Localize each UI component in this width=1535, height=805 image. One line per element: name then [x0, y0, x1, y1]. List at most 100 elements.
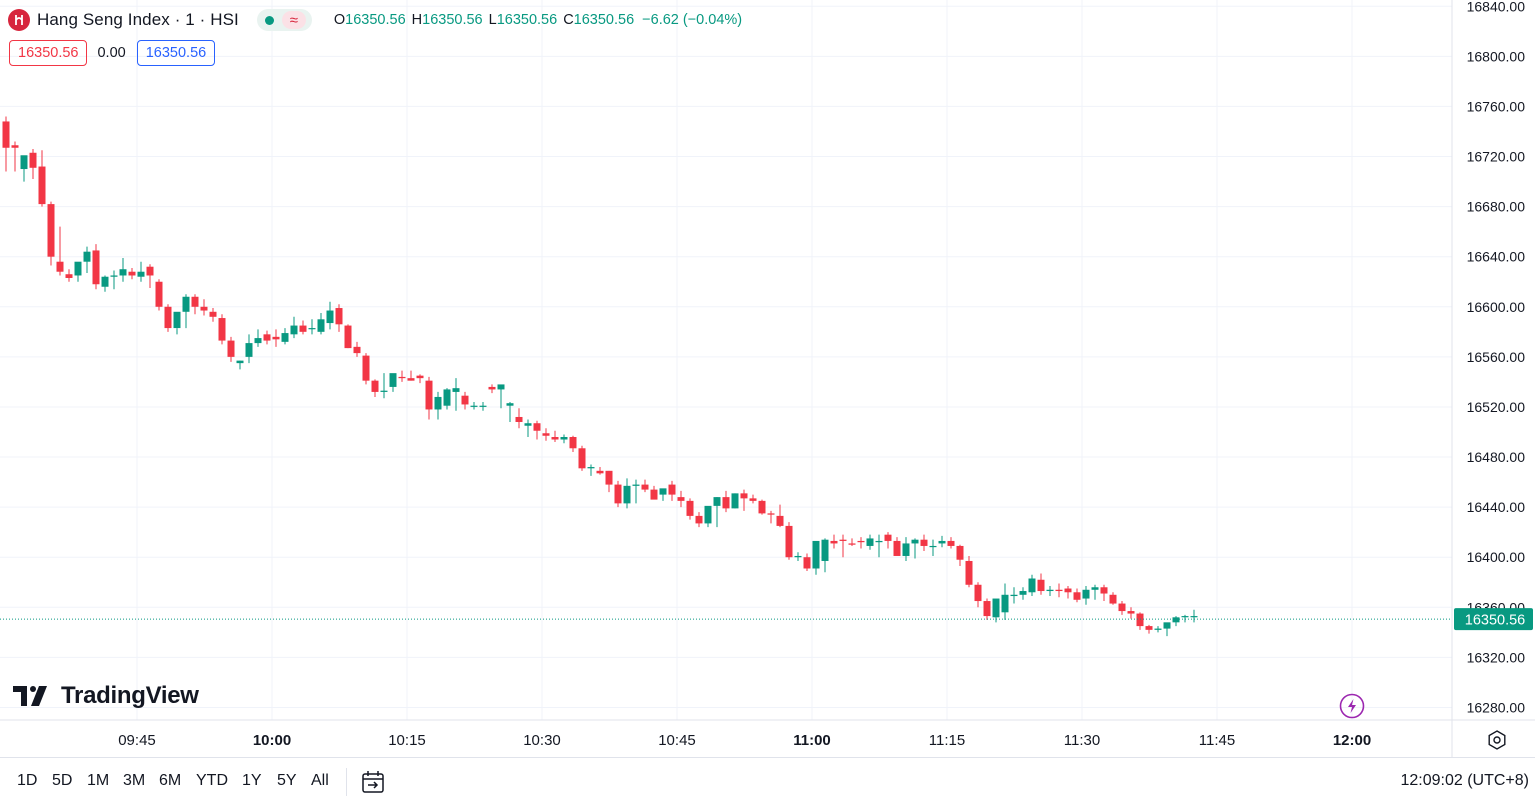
market-status-pill[interactable]: ≈	[256, 9, 312, 31]
candle	[776, 504, 784, 528]
candle	[902, 537, 910, 561]
candle-body	[641, 484, 649, 490]
candle-body	[1082, 589, 1090, 599]
candle	[308, 319, 316, 335]
candle-body	[686, 500, 694, 516]
range-button-3m[interactable]: 3M	[123, 772, 146, 789]
candle	[623, 478, 631, 509]
range-button-6m[interactable]: 6M	[159, 772, 182, 789]
candle-body	[110, 275, 118, 277]
range-button-5y[interactable]: 5Y	[277, 772, 297, 789]
candle-body	[29, 152, 37, 168]
candle-body	[947, 540, 955, 546]
candle-body	[974, 584, 982, 602]
session-clock[interactable]: 12:09:02 (UTC+8)	[1400, 772, 1529, 789]
ask-price-button[interactable]: 16350.56	[136, 40, 216, 66]
candle	[29, 149, 37, 180]
candle-body	[776, 515, 784, 526]
ohlc-values: O16350.56 H16350.56 L16350.56 C16350.56 …	[334, 12, 742, 28]
range-button-all[interactable]: All	[311, 772, 329, 789]
candle-body	[371, 380, 379, 392]
candle	[263, 330, 271, 345]
candle	[1181, 614, 1189, 623]
x-tick-label: 10:45	[658, 732, 696, 749]
candle	[1010, 587, 1018, 604]
lightning-icon[interactable]	[1339, 693, 1365, 719]
chart-settings-icon[interactable]	[1486, 729, 1508, 751]
range-button-ytd[interactable]: YTD	[196, 772, 228, 789]
candle	[560, 434, 568, 444]
candle	[1118, 601, 1126, 615]
candle-body	[1109, 594, 1117, 604]
market-open-dot-icon	[264, 15, 274, 25]
candle-body	[1010, 594, 1018, 597]
wave-icon: ≈	[281, 11, 306, 29]
y-tick-label: 16760.00	[1467, 98, 1526, 114]
range-button-1m[interactable]: 1M	[87, 772, 110, 789]
candlestick-chart[interactable]: 16840.00 16800.00 16760.00 16720.00 16680.00…	[0, 0, 1535, 757]
candle	[317, 313, 325, 335]
candle-body	[2, 121, 10, 148]
candle-body	[299, 325, 307, 332]
candle-body	[344, 325, 352, 349]
candle-body	[605, 470, 613, 485]
y-tick-label: 16400.00	[1467, 549, 1526, 565]
candle-body	[866, 538, 874, 546]
symbol-title[interactable]: Hang Seng Index · 1 · HSI	[37, 10, 239, 29]
candle	[11, 141, 19, 172]
candle-body	[911, 539, 919, 544]
candle	[740, 489, 748, 511]
candle	[839, 534, 847, 558]
x-tick-label: 11:45	[1199, 732, 1235, 749]
candle	[434, 391, 442, 420]
range-button-1d[interactable]: 1D	[17, 772, 38, 789]
candle-body	[632, 484, 640, 486]
candle	[848, 538, 856, 546]
candle	[173, 311, 181, 335]
candle	[218, 314, 226, 345]
toolbar-divider	[346, 768, 347, 796]
bid-price-button[interactable]: 16350.56	[9, 40, 88, 66]
bid-ask-row: 16350.56 0.00 16350.56	[9, 40, 216, 66]
candle	[911, 538, 919, 559]
candle	[983, 598, 991, 620]
candle	[461, 391, 469, 410]
last-price-label: 16350.56	[1465, 613, 1525, 629]
candle-body	[470, 405, 478, 407]
candle-body	[812, 540, 820, 569]
candle	[290, 316, 298, 339]
candle-body	[317, 319, 325, 332]
y-tick-label: 16320.00	[1467, 649, 1526, 665]
candle-series	[2, 116, 1198, 637]
candle	[164, 304, 172, 332]
tradingview-logo[interactable]: TradingView	[13, 682, 199, 710]
candle	[506, 401, 514, 422]
candle	[1145, 624, 1153, 634]
hsi-logo-icon[interactable]	[8, 9, 30, 31]
candle	[758, 499, 766, 515]
range-button-5d[interactable]: 5D	[52, 772, 73, 789]
candle-body	[263, 334, 271, 341]
candle	[407, 370, 415, 381]
range-button-1y[interactable]: 1Y	[242, 772, 262, 789]
candle-body	[623, 485, 631, 504]
candle	[128, 267, 136, 280]
candle	[182, 294, 190, 329]
date-range-icon[interactable]	[360, 769, 386, 795]
candle-body	[524, 423, 532, 426]
candle-body	[74, 261, 82, 276]
candle-body	[164, 306, 172, 329]
candle-body	[749, 498, 757, 501]
candle-body	[560, 437, 568, 440]
candle	[668, 480, 676, 501]
candle-body	[740, 493, 748, 499]
candle-body	[1055, 589, 1063, 592]
candle	[326, 301, 334, 330]
candle	[893, 537, 901, 556]
x-tick-label: 09:45	[118, 732, 156, 749]
candle	[992, 598, 1000, 623]
y-tick-label: 16600.00	[1467, 299, 1526, 315]
candle	[1082, 586, 1090, 605]
candle	[1001, 583, 1009, 620]
candle-body	[1028, 578, 1036, 593]
